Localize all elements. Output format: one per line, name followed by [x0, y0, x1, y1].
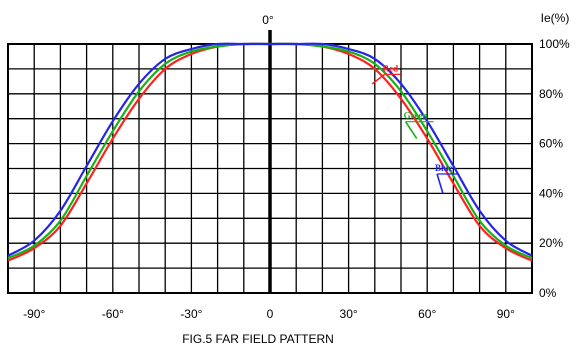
y-tick-label: 80%	[539, 87, 563, 101]
x-tick-label: 0	[267, 307, 274, 321]
y-tick-label: 60%	[539, 137, 563, 151]
y-axis-label: Ie(%)	[541, 11, 570, 25]
grid	[7, 30, 533, 294]
x-tick-label: 60°	[418, 307, 436, 321]
figure-caption: FIG.5 FAR FIELD PATTERN	[182, 332, 334, 346]
series-pointer-green	[404, 121, 418, 140]
series-pointer-blue	[436, 173, 444, 194]
series-label-blue: Blue	[435, 163, 453, 173]
x-tick-label: -90°	[23, 307, 45, 321]
x-tick-label: 90°	[497, 307, 515, 321]
y-tick-label: 100%	[539, 37, 570, 51]
y-tick-label: 0%	[539, 286, 557, 300]
y-tick-label: 40%	[539, 186, 563, 200]
y-tick-label: 20%	[539, 236, 563, 250]
series-labels: Red Green Blue	[371, 63, 460, 194]
axes: -90° -60° -30° 0 30° 60° 90° 100% 80% 60% 40% 20% 0%	[23, 37, 570, 321]
series-lines	[7, 42, 533, 262]
series-label-red: Red	[383, 63, 399, 73]
series-line-blue	[7, 42, 533, 257]
x-tick-label: -30°	[180, 307, 202, 321]
x-tick-label: 30°	[340, 307, 358, 321]
x-tick-label: -60°	[102, 307, 124, 321]
series-label-green: Green	[404, 111, 428, 121]
center-angle-label: 0°	[262, 13, 274, 27]
series-pointer-red	[371, 73, 386, 85]
